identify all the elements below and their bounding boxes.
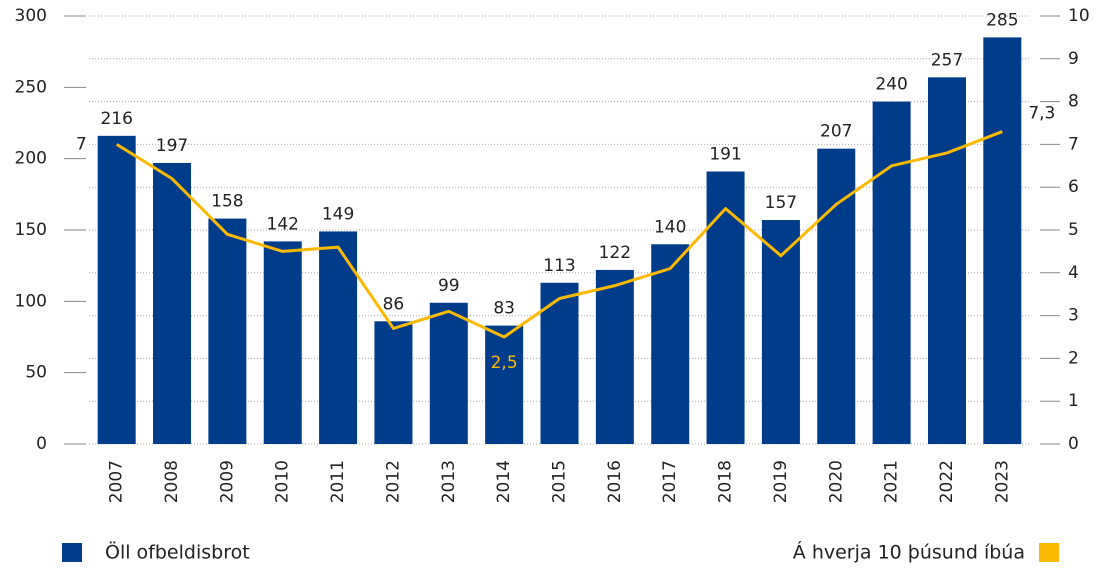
bar (208, 218, 247, 444)
x-tick-label: 2012 (383, 460, 403, 503)
y2-tick-label: 6 (1068, 177, 1079, 197)
line-value-label: 7 (76, 134, 87, 154)
bar (374, 321, 413, 444)
x-tick-label: 2019 (771, 460, 791, 503)
y2-tick-label: 4 (1068, 263, 1079, 283)
line-value-label: 2,5 (491, 353, 518, 373)
x-tick-label: 2015 (550, 460, 570, 503)
bar-value-label: 149 (322, 204, 354, 224)
y2-tick-label: 3 (1068, 306, 1079, 326)
bar-value-label: 83 (493, 299, 515, 319)
bar-value-label: 285 (986, 10, 1018, 30)
legend-swatch (1039, 543, 1059, 562)
bar (927, 77, 966, 444)
y2-tick-label: 7 (1068, 134, 1079, 154)
y2-tick-label: 1 (1068, 391, 1079, 411)
bar (817, 148, 856, 444)
bar-value-label: 140 (654, 217, 686, 237)
y-tick-label: 300 (15, 6, 47, 26)
y-tick-label: 100 (15, 291, 47, 311)
bar (485, 325, 524, 444)
bar-value-label: 207 (820, 122, 852, 142)
bar (872, 101, 911, 444)
y2-tick-label: 10 (1068, 6, 1090, 26)
x-tick-label: 2021 (882, 460, 902, 503)
y2-tick-label: 5 (1068, 220, 1079, 240)
bar (983, 37, 1022, 445)
legend-label: Öll ofbeldisbrot (105, 541, 250, 564)
x-tick-label: 2011 (328, 460, 348, 503)
x-tick-label: 2009 (217, 460, 237, 503)
bar (595, 269, 634, 444)
bar-value-label: 122 (599, 243, 631, 263)
x-tick-label: 2016 (605, 460, 625, 503)
line-value-label: 7,3 (1028, 104, 1055, 124)
bar (263, 241, 302, 444)
bar-value-label: 86 (383, 294, 405, 314)
bar-value-label: 158 (211, 192, 243, 212)
bar (97, 135, 136, 444)
x-tick-label: 2018 (716, 460, 736, 503)
bar-value-label: 157 (765, 193, 797, 213)
bar (651, 244, 690, 444)
bar-value-label: 99 (438, 276, 460, 296)
y2-tick-label: 9 (1068, 49, 1079, 69)
bar-value-label: 240 (875, 75, 907, 95)
legend-swatch (62, 543, 82, 562)
bar (319, 231, 358, 444)
legend-label: Á hverja 10 þúsund íbúa (793, 541, 1025, 564)
bar-value-label: 142 (267, 214, 299, 234)
x-tick-label: 2008 (162, 460, 182, 503)
y-tick-label: 150 (15, 220, 47, 240)
x-tick-label: 2010 (273, 460, 293, 503)
y-tick-label: 50 (25, 363, 47, 383)
x-tick-label: 2020 (826, 460, 846, 503)
y2-tick-label: 0 (1068, 434, 1079, 454)
bar-value-label: 191 (709, 145, 741, 165)
bar-value-label: 257 (931, 50, 963, 70)
bar-value-label: 216 (100, 109, 132, 129)
line (115, 130, 1003, 339)
bar-value-label: 197 (156, 136, 188, 156)
bar (153, 162, 192, 445)
y2-tick-label: 2 (1068, 348, 1079, 368)
y-tick-label: 250 (15, 77, 47, 97)
bar (540, 282, 579, 444)
bar (706, 171, 745, 445)
bar-value-label: 113 (543, 256, 575, 276)
bar (761, 220, 800, 444)
y-tick-label: 0 (36, 434, 47, 454)
y2-tick-label: 8 (1068, 92, 1079, 112)
x-tick-label: 2014 (494, 460, 514, 503)
x-tick-label: 2017 (660, 460, 680, 503)
y-tick-label: 200 (15, 149, 47, 169)
x-tick-label: 2023 (992, 460, 1012, 503)
bar (429, 302, 468, 444)
x-tick-label: 2013 (439, 460, 459, 503)
x-tick-label: 2022 (937, 460, 957, 503)
x-tick-label: 2007 (107, 460, 127, 503)
